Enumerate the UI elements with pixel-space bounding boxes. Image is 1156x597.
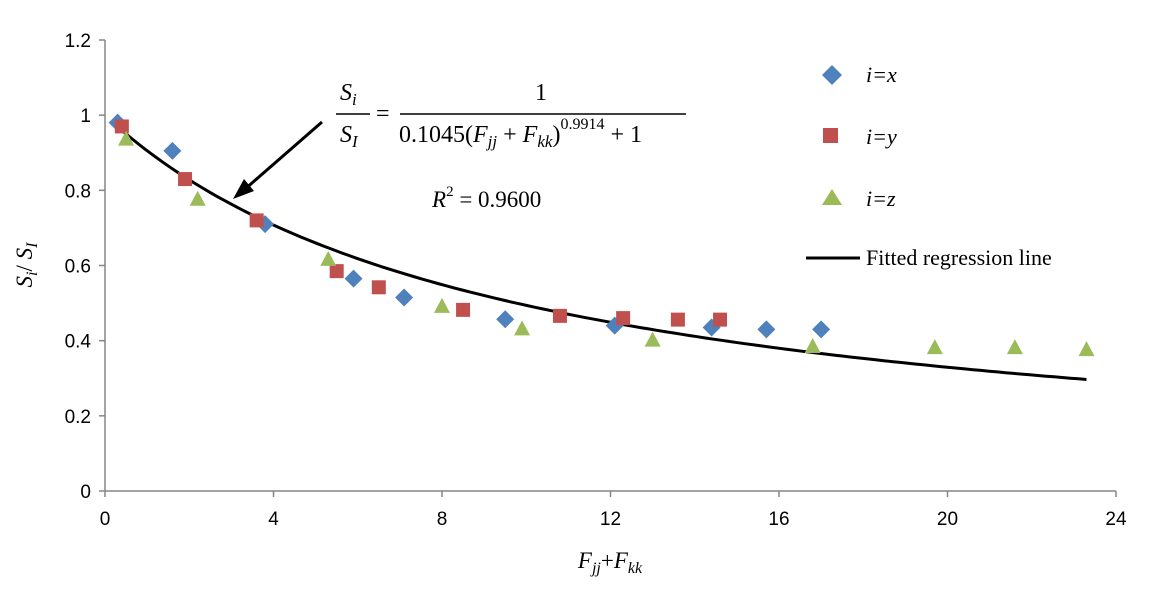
ylabel-s2-sub: I <box>24 242 41 249</box>
legend: i=x i=y i=z Fitted regression line <box>806 62 1052 270</box>
eq-lhs-num-sub: i <box>352 90 357 109</box>
point-i-y <box>713 312 728 327</box>
y-tick-label: 0 <box>80 482 91 503</box>
eq-rhs-tail: + 1 <box>604 122 642 148</box>
point-i-x <box>344 269 363 288</box>
point-i-z <box>926 339 943 355</box>
svg-text:SI: SI <box>340 122 359 151</box>
eq-rhs-plus: + <box>497 122 523 148</box>
xlabel-f1-sub: jj <box>590 560 601 577</box>
eq-rhs-exp: 0.9914 <box>560 116 604 133</box>
point-i-z <box>434 297 450 313</box>
y-tick-label: 1 <box>80 106 91 127</box>
eq-rhs-f2-sub: kk <box>537 132 553 151</box>
r2-sup: 2 <box>446 184 454 200</box>
x-tick-label: 8 <box>437 509 448 530</box>
xlabel-f2: F <box>613 548 629 573</box>
svg-text:0.1045(Fjj + Fkk)0.9914 + 1: 0.1045(Fjj + Fkk)0.9914 + 1 <box>399 116 642 151</box>
point-i-x <box>812 320 831 339</box>
svg-text:Si: Si <box>340 80 357 109</box>
y-tick-label: 0.4 <box>65 332 92 353</box>
y-tick-label: 0.6 <box>65 257 91 278</box>
eq-rhs-close: ) <box>552 122 560 148</box>
legend-label-z: i=z <box>866 186 896 211</box>
x-tick-label: 0 <box>100 509 111 530</box>
point-i-z <box>118 130 135 146</box>
ylabel-s-sub: i <box>24 272 41 276</box>
x-tick-label: 16 <box>768 509 789 530</box>
legend-label-y: i=y <box>866 124 897 149</box>
point-i-y <box>456 302 471 317</box>
xlabel-plus: + <box>601 548 614 573</box>
x-tick-label: 12 <box>600 509 621 530</box>
y-axis-label: Si/ SI <box>12 242 41 288</box>
point-i-y <box>249 213 264 228</box>
y-tick-label: 0.8 <box>65 181 91 202</box>
eq-rhs-coef: 0.1045( <box>399 122 473 148</box>
eq-rhs-f1: F <box>472 122 488 148</box>
point-i-z <box>514 320 531 336</box>
fit-line-layer <box>112 121 1087 381</box>
eq-lhs-den: S <box>340 122 352 148</box>
legend-marker-y <box>823 128 838 143</box>
annotation-arrowhead <box>233 179 254 199</box>
xlabel-f2-sub: kk <box>628 560 643 577</box>
legend-marker-x <box>822 65 842 85</box>
annotation-arrow-line <box>243 120 323 192</box>
r2-value: = 0.9600 <box>454 187 542 212</box>
eq-rhs-f2: F <box>522 122 538 148</box>
xlabel-f1: F <box>577 548 593 573</box>
point-i-z <box>804 338 821 354</box>
point-i-y <box>670 312 685 327</box>
point-i-y <box>114 119 129 134</box>
x-tick-label: 24 <box>1105 509 1127 530</box>
point-i-x <box>496 310 515 329</box>
ylabel-slash: / <box>12 259 37 271</box>
svg-text:Si/ SI: Si/ SI <box>12 242 41 288</box>
point-i-z <box>1078 341 1095 357</box>
eq-lhs-den-sub: I <box>351 132 359 151</box>
legend-label-fit: Fitted regression line <box>866 245 1052 270</box>
y-tick-label: 1.2 <box>65 31 91 52</box>
point-i-y <box>371 280 386 295</box>
x-tick-label: 20 <box>937 509 958 530</box>
point-i-x <box>395 288 414 307</box>
x-tick-label: 4 <box>268 509 279 530</box>
point-i-x <box>757 320 776 339</box>
point-i-y <box>178 172 193 187</box>
ylabel-s2: S <box>12 247 37 259</box>
eq-rhs-f1-sub: jj <box>486 132 498 151</box>
point-i-y <box>552 308 567 323</box>
point-i-z <box>1006 339 1023 355</box>
point-i-z <box>320 250 337 266</box>
point-i-z <box>189 190 206 206</box>
x-axis-label: Fjj+Fkk <box>577 548 643 577</box>
data-points <box>108 113 1095 357</box>
point-i-x <box>163 141 182 160</box>
point-i-y <box>329 264 344 279</box>
fitted-regression-line <box>112 121 1087 381</box>
legend-marker-z <box>822 189 842 205</box>
eq-equals: = <box>376 101 390 127</box>
equation-annotation: Si SI = 1 0.1045(Fjj + Fkk)0.9914 + 1 R2… <box>233 80 686 212</box>
svg-text:R2 = 0.9600: R2 = 0.9600 <box>431 184 541 212</box>
legend-label-x: i=x <box>866 62 897 87</box>
eq-rhs-num: 1 <box>535 80 547 106</box>
y-tick-label: 0.2 <box>65 407 91 428</box>
point-i-z <box>644 331 661 347</box>
r2-label: R <box>431 187 446 212</box>
eq-lhs-num: S <box>340 80 352 106</box>
point-i-y <box>616 311 631 326</box>
ylabel-s: S <box>12 275 37 287</box>
